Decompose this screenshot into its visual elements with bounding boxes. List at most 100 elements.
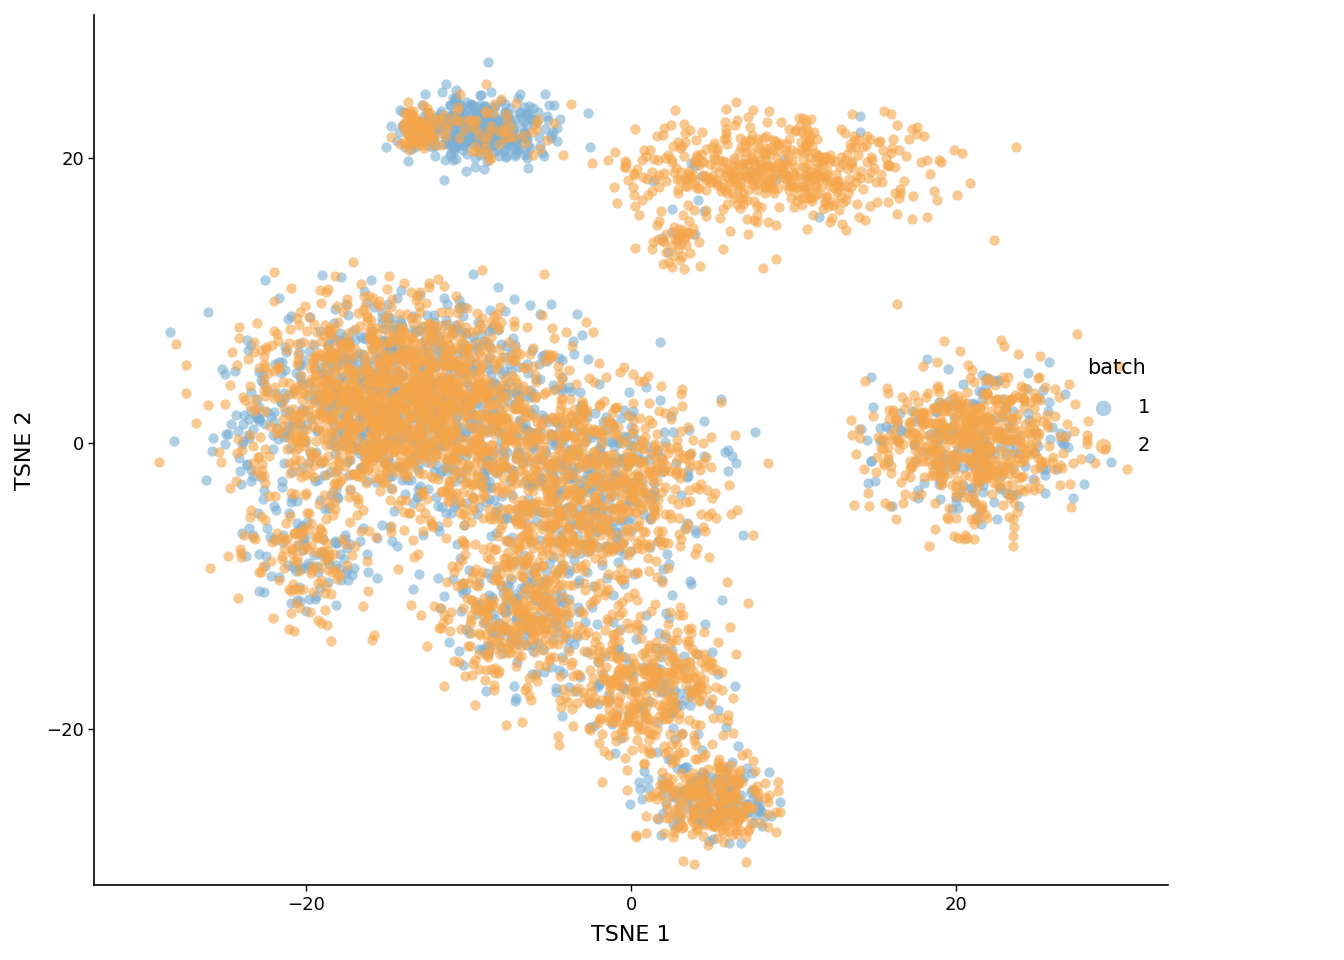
2: [469, 604, 491, 619]
2: [448, 100, 469, 115]
1: [423, 322, 445, 337]
2: [298, 444, 320, 459]
1: [233, 407, 254, 422]
1: [282, 385, 304, 400]
2: [427, 471, 449, 487]
2: [966, 468, 988, 484]
1: [273, 426, 294, 442]
2: [872, 442, 894, 457]
2: [394, 324, 415, 339]
2: [302, 350, 324, 366]
1: [645, 660, 667, 675]
2: [431, 378, 453, 394]
1: [476, 126, 497, 141]
2: [945, 409, 966, 424]
2: [492, 383, 513, 398]
2: [624, 684, 645, 699]
2: [894, 401, 915, 417]
2: [417, 381, 438, 396]
1: [770, 165, 792, 180]
2: [540, 489, 562, 504]
2: [1009, 432, 1031, 447]
2: [991, 332, 1012, 348]
2: [972, 411, 993, 426]
2: [552, 681, 574, 696]
1: [574, 613, 595, 629]
2: [801, 139, 823, 155]
1: [520, 535, 542, 550]
1: [645, 671, 667, 686]
2: [1025, 435, 1047, 450]
2: [633, 694, 655, 709]
1: [550, 421, 571, 437]
2: [585, 578, 606, 593]
2: [401, 432, 422, 447]
2: [379, 492, 401, 508]
2: [720, 619, 742, 635]
1: [724, 679, 746, 694]
1: [528, 612, 550, 628]
2: [1013, 453, 1035, 468]
1: [591, 558, 613, 573]
2: [668, 799, 689, 814]
2: [673, 148, 695, 163]
1: [993, 409, 1015, 424]
1: [546, 680, 567, 695]
2: [325, 565, 347, 581]
1: [687, 726, 708, 741]
2: [655, 745, 676, 760]
1: [353, 364, 375, 379]
1: [605, 468, 626, 483]
2: [422, 519, 444, 535]
2: [739, 143, 761, 158]
2: [349, 467, 371, 482]
2: [790, 190, 812, 205]
1: [582, 502, 603, 517]
1: [348, 345, 370, 360]
2: [685, 540, 707, 556]
1: [488, 441, 509, 456]
1: [457, 113, 478, 129]
2: [812, 169, 833, 184]
2: [976, 468, 997, 483]
2: [511, 475, 532, 491]
2: [474, 444, 496, 459]
2: [645, 635, 667, 650]
2: [598, 471, 620, 487]
1: [551, 352, 573, 368]
2: [331, 532, 352, 547]
2: [567, 681, 589, 696]
2: [948, 402, 969, 418]
2: [977, 469, 999, 485]
2: [489, 417, 511, 432]
2: [578, 478, 599, 493]
2: [341, 428, 363, 444]
2: [435, 359, 457, 374]
2: [380, 350, 402, 366]
2: [266, 326, 288, 342]
2: [513, 617, 535, 633]
2: [352, 598, 374, 613]
2: [539, 348, 560, 363]
1: [482, 144, 504, 159]
2: [747, 145, 769, 160]
2: [680, 810, 702, 826]
2: [668, 185, 689, 201]
2: [612, 660, 633, 675]
2: [452, 358, 473, 373]
2: [448, 330, 469, 346]
2: [684, 681, 706, 696]
2: [288, 564, 309, 579]
2: [387, 562, 409, 577]
2: [513, 409, 535, 424]
2: [555, 603, 577, 618]
2: [465, 432, 487, 447]
2: [520, 506, 542, 521]
1: [966, 444, 988, 459]
1: [607, 640, 629, 656]
1: [358, 367, 379, 382]
2: [524, 461, 546, 476]
2: [976, 466, 997, 481]
1: [382, 394, 403, 409]
2: [505, 475, 527, 491]
